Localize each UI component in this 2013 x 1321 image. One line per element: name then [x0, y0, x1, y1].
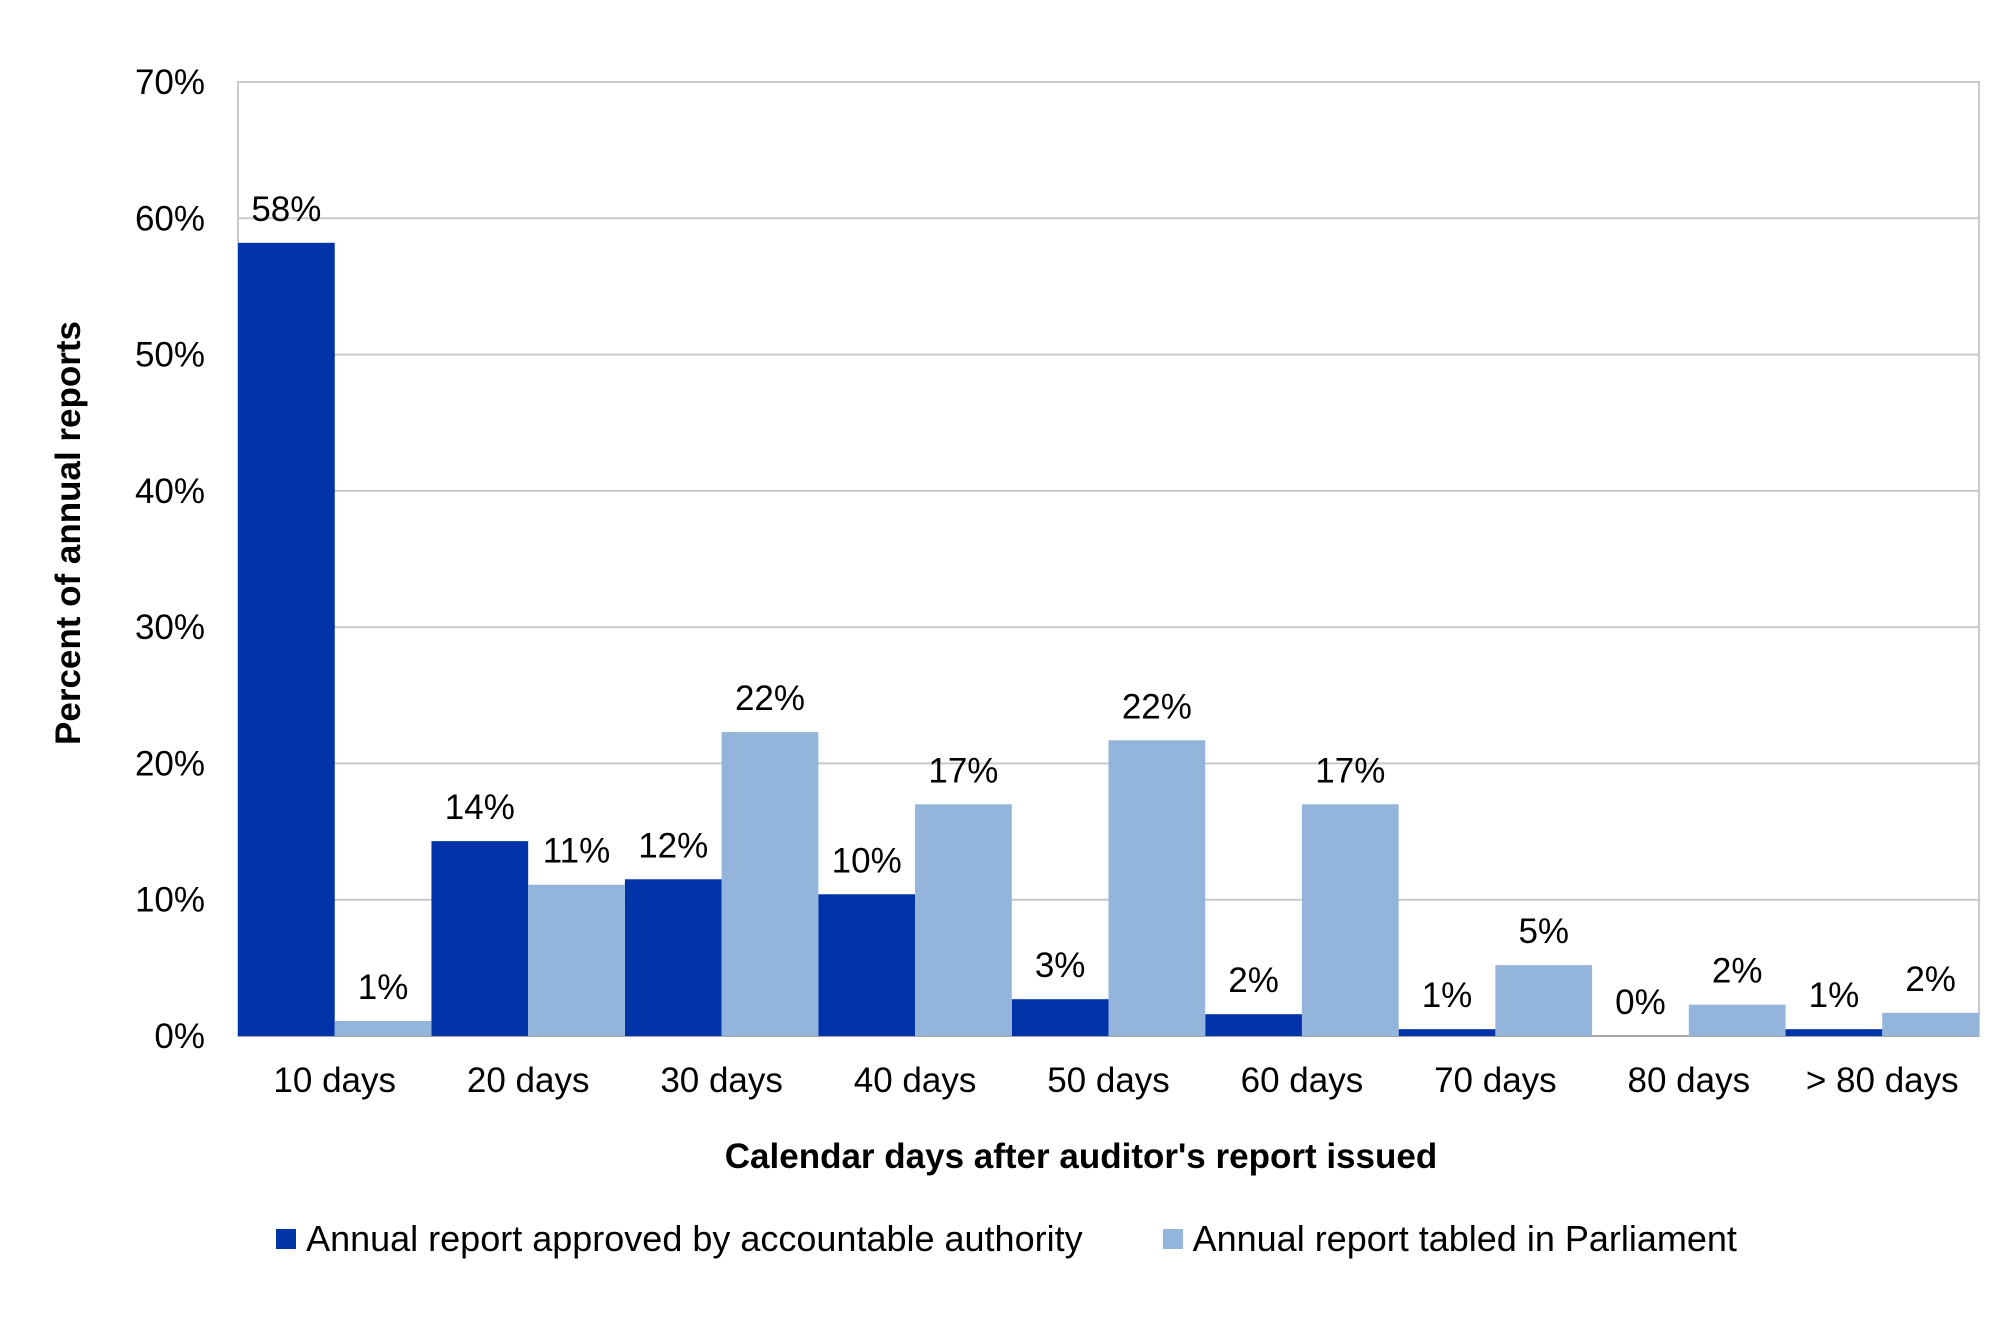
bar: [624, 879, 722, 1036]
x-tick-label: 70 days: [1434, 1061, 1557, 1100]
x-tick-label: 30 days: [660, 1061, 783, 1100]
data-label: 2%: [1712, 952, 1763, 991]
y-tick-label: 40%: [135, 472, 205, 511]
data-label: 1%: [1422, 976, 1473, 1015]
y-tick-label: 0%: [154, 1017, 205, 1056]
data-label: 5%: [1518, 912, 1569, 951]
data-label: 14%: [445, 788, 515, 827]
data-label: 22%: [1122, 687, 1192, 726]
legend-swatch-tabled: [1162, 1229, 1183, 1249]
data-labels: 58% 14% 12% 10% 3% 2% 1% 0% 1% 1% 11% 22% 17% 22% 17% 5…: [251, 190, 1956, 1022]
legend-swatch-approved: [276, 1229, 297, 1249]
data-label: 58%: [251, 190, 321, 229]
bar: [1398, 1029, 1496, 1036]
x-axis-label: Calendar days after auditor's report iss…: [725, 1137, 1437, 1176]
data-label: 0%: [1615, 983, 1666, 1022]
x-tick-label: 20 days: [467, 1061, 590, 1100]
data-label: 22%: [735, 679, 805, 718]
y-tick-label: 70%: [135, 63, 205, 102]
bar: [1882, 1012, 1979, 1036]
data-label: 10%: [832, 841, 902, 880]
x-tick-label: 60 days: [1241, 1061, 1364, 1100]
bar: [1108, 740, 1206, 1036]
bars: [238, 242, 1979, 1036]
data-label: 17%: [1315, 751, 1385, 790]
bar: [915, 804, 1012, 1036]
x-tick-label: > 80 days: [1806, 1061, 1959, 1100]
bar: [1011, 999, 1109, 1036]
legend-item-approved: Annual report approved by accountable au…: [276, 1218, 1083, 1260]
data-label: 17%: [928, 751, 998, 790]
bar: [334, 1021, 432, 1036]
x-tick-label: 40 days: [854, 1061, 977, 1100]
bar: [1301, 804, 1399, 1036]
x-axis-ticks: 10 days 20 days 30 days 40 days 50 days 60 da…: [273, 1061, 1958, 1100]
data-label: 3%: [1035, 946, 1086, 985]
y-tick-label: 60%: [135, 199, 205, 238]
y-tick-label: 50%: [135, 336, 205, 375]
y-tick-label: 20%: [135, 744, 205, 783]
bar: [431, 841, 529, 1036]
bar: [818, 894, 916, 1036]
legend: Annual report approved by accountable au…: [0, 1214, 2013, 1264]
data-label: 1%: [358, 968, 409, 1007]
x-tick-label: 10 days: [273, 1061, 396, 1100]
bar: [721, 732, 819, 1036]
x-tick-label: 50 days: [1047, 1061, 1170, 1100]
y-tick-label: 30%: [135, 608, 205, 647]
legend-item-tabled: Annual report tabled in Parliament: [1162, 1218, 1737, 1260]
y-axis-ticks: 0% 10% 20% 30% 40% 50% 60% 70%: [135, 63, 205, 1056]
data-label: 2%: [1228, 961, 1279, 1000]
data-label: 1%: [1809, 976, 1860, 1015]
data-label: 11%: [543, 832, 610, 871]
legend-label-approved: Annual report approved by accountable au…: [306, 1218, 1083, 1259]
bar: [1205, 1014, 1302, 1036]
bar: [1688, 1004, 1786, 1036]
bar: [528, 884, 625, 1036]
data-label: 2%: [1905, 960, 1956, 999]
data-label: 12%: [638, 826, 708, 865]
y-tick-label: 10%: [135, 881, 205, 920]
legend-label-tabled: Annual report tabled in Parliament: [1192, 1218, 1737, 1259]
bar: [238, 242, 335, 1036]
bar: [1495, 965, 1593, 1036]
x-tick-label: 80 days: [1628, 1061, 1751, 1100]
bar: [1785, 1029, 1883, 1036]
y-axis-label: Percent of annual reports: [49, 321, 88, 745]
